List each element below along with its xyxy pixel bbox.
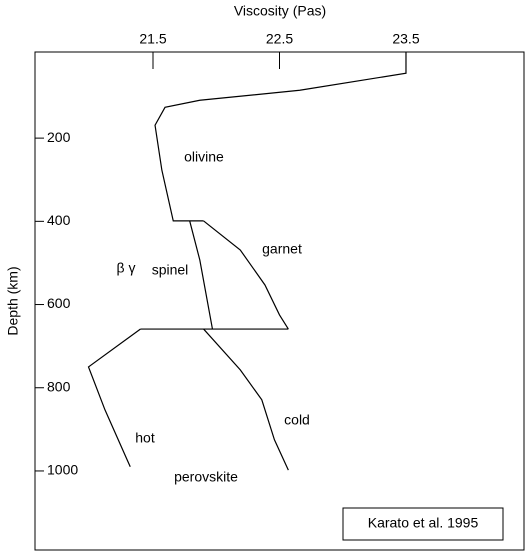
y-tick-label: 200 xyxy=(47,129,71,145)
annotation: cold xyxy=(284,412,310,428)
curve xyxy=(203,328,289,471)
x-tick-label: 21.5 xyxy=(139,31,166,47)
annotation: perovskite xyxy=(174,469,238,485)
x-tick-label: 22.5 xyxy=(266,31,293,47)
x-axis-label: Viscosity (Pas) xyxy=(234,3,326,19)
y-tick-label: 400 xyxy=(47,212,71,228)
annotation: spinel xyxy=(152,262,189,278)
annotation: β γ xyxy=(117,260,136,276)
note-box xyxy=(342,507,504,541)
y-tick-label: 1000 xyxy=(47,462,78,478)
y-tick-label: 800 xyxy=(47,378,71,394)
annotation: olivine xyxy=(184,149,224,165)
annotation: garnet xyxy=(262,241,302,257)
y-axis-label: Depth (km) xyxy=(5,266,21,335)
y-tick-label: 600 xyxy=(47,295,71,311)
annotation: hot xyxy=(135,430,155,446)
note: Karato et al. 1995 xyxy=(368,515,479,531)
curve xyxy=(203,220,289,330)
x-tick-label: 23.5 xyxy=(392,31,419,47)
curve xyxy=(154,52,407,222)
plot-frame xyxy=(34,51,525,551)
curve xyxy=(87,328,141,468)
curve xyxy=(189,220,214,330)
